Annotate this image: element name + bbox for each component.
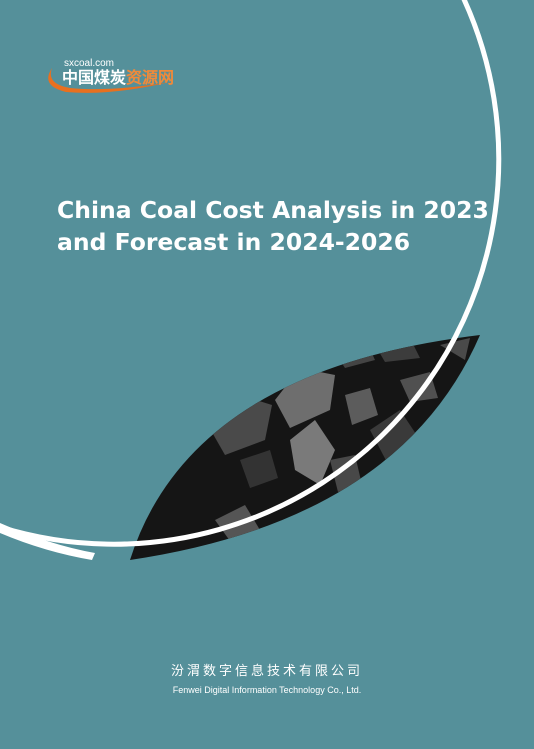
company-english: Fenwei Digital Information Technology Co… [173,685,361,695]
title-line: and Forecast in 2024-2026 [57,228,410,256]
logo-name: 中国煤炭资源网 [62,68,174,87]
logo-name-part: 中国煤炭 [62,68,126,87]
logo-name-part: 资源网 [126,68,174,87]
company-chinese: 汾渭数字信息技术有限公司 [171,663,363,678]
arc-end [0,523,95,560]
title-line: China Coal Cost Analysis in 2023 [57,196,489,224]
logo-swoosh [48,68,170,93]
logo-url: sxcoal.com [64,58,114,69]
arc [0,0,502,547]
